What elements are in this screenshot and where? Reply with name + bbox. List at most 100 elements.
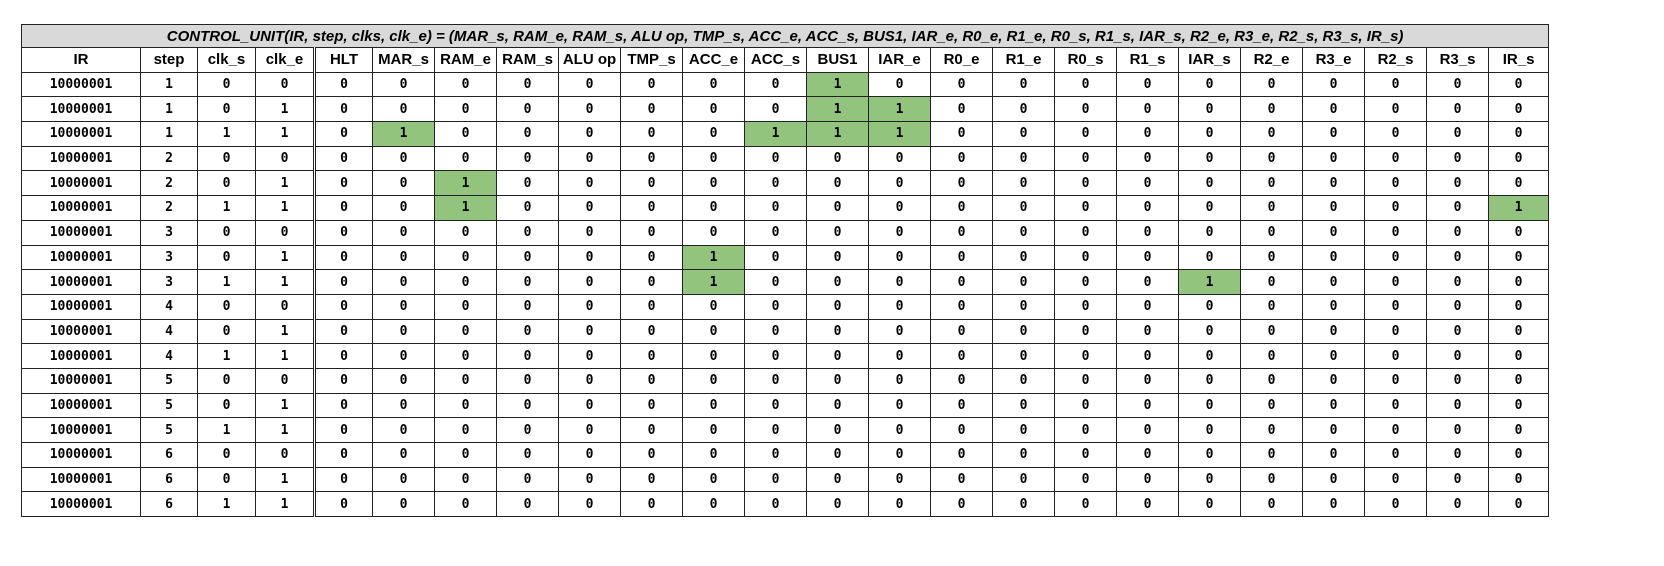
cell-r3-s: 0 <box>1426 318 1489 345</box>
cell-bus1: 0 <box>806 442 869 468</box>
cell-tmp-s: 0 <box>620 491 683 518</box>
cell-r3-e: 0 <box>1302 244 1365 271</box>
cell-r0-e: 0 <box>930 466 993 493</box>
cell-bus1: 0 <box>806 491 869 518</box>
table-row: 10000001 5 0 1 0 0 0 0 0 0 0 0 0 0 0 0 0 0 0 0 0 0 0 0 <box>21 392 1550 419</box>
cell-iar-s: 0 <box>1178 318 1241 345</box>
cell-alu-op: 0 <box>558 367 621 394</box>
cell-ir: 10000001 <box>21 219 141 246</box>
cell-r3-s: 0 <box>1426 96 1489 123</box>
cell-ir: 10000001 <box>21 71 141 98</box>
table-row: 10000001 6 0 0 0 0 0 0 0 0 0 0 0 0 0 0 0 0 0 0 0 0 0 0 <box>21 442 1550 468</box>
cell-acc-e: 0 <box>682 145 745 172</box>
cell-clk-s: 0 <box>197 170 256 197</box>
cell-clk-s: 0 <box>197 96 256 123</box>
cell-acc-e: 0 <box>682 318 745 345</box>
control-unit-table-container: CONTROL_UNIT(IR, step, clks, clk_e) = (M… <box>20 24 1550 518</box>
cell-r1-e: 0 <box>992 244 1055 271</box>
cell-ram-e: 0 <box>434 96 497 123</box>
cell-acc-s: 0 <box>744 417 807 443</box>
cell-iar-e: 0 <box>868 417 931 443</box>
cell-r1-s: 0 <box>1116 392 1179 419</box>
cell-ram-e: 0 <box>434 392 497 419</box>
cell-r2-s: 0 <box>1364 367 1427 394</box>
cell-ir-s: 0 <box>1487 145 1550 172</box>
cell-clk-e: 0 <box>255 293 315 320</box>
cell-acc-e: 0 <box>682 466 745 493</box>
cell-r0-s: 0 <box>1054 318 1117 345</box>
cell-acc-s: 0 <box>744 96 807 123</box>
cell-acc-e: 1 <box>682 244 745 271</box>
cell-acc-s: 0 <box>744 367 807 394</box>
cell-r1-e: 0 <box>992 96 1055 123</box>
cell-acc-e: 0 <box>682 442 745 468</box>
column-header-row: IR step clk_s clk_e HLT MAR_s RAM_e RAM_s ALU op… <box>21 47 1550 73</box>
cell-r1-s: 0 <box>1116 367 1179 394</box>
cell-r2-s: 0 <box>1364 491 1427 518</box>
cell-iar-s: 0 <box>1178 195 1241 221</box>
cell-clk-e: 1 <box>255 318 315 345</box>
cell-iar-e: 1 <box>868 121 931 147</box>
cell-r0-s: 0 <box>1054 442 1117 468</box>
cell-acc-s: 1 <box>744 121 807 147</box>
cell-alu-op: 0 <box>558 491 621 518</box>
cell-bus1: 0 <box>806 392 869 419</box>
cell-mar-s: 0 <box>372 71 435 98</box>
cell-ir-s: 0 <box>1487 244 1550 271</box>
cell-hlt: 0 <box>313 121 373 147</box>
cell-clk-s: 1 <box>197 417 256 443</box>
cell-r0-s: 0 <box>1054 244 1117 271</box>
cell-iar-e: 0 <box>868 269 931 295</box>
cell-r1-e: 0 <box>992 269 1055 295</box>
column-header-r1-e: R1_e <box>992 47 1055 73</box>
cell-ram-s: 0 <box>496 195 559 221</box>
column-header-r0-e: R0_e <box>930 47 993 73</box>
cell-r2-s: 0 <box>1364 244 1427 271</box>
cell-iar-e: 0 <box>868 343 931 369</box>
cell-acc-e: 0 <box>682 343 745 369</box>
column-header-acc-e: ACC_e <box>682 47 745 73</box>
cell-clk-s: 1 <box>197 343 256 369</box>
cell-iar-e: 0 <box>868 219 931 246</box>
cell-ram-s: 0 <box>496 170 559 197</box>
cell-tmp-s: 0 <box>620 293 683 320</box>
cell-r2-e: 0 <box>1240 170 1303 197</box>
cell-acc-s: 0 <box>744 392 807 419</box>
cell-r0-s: 0 <box>1054 71 1117 98</box>
cell-r1-s: 0 <box>1116 269 1179 295</box>
cell-r1-s: 0 <box>1116 71 1179 98</box>
cell-r2-s: 0 <box>1364 170 1427 197</box>
cell-iar-s: 0 <box>1178 343 1241 369</box>
cell-iar-s: 0 <box>1178 392 1241 419</box>
table-row: 10000001 6 1 1 0 0 0 0 0 0 0 0 0 0 0 0 0 0 0 0 0 0 0 0 <box>21 491 1550 518</box>
table-row: 10000001 1 0 0 0 0 0 0 0 0 0 0 1 0 0 0 0 0 0 0 0 0 0 0 <box>21 71 1550 98</box>
cell-r2-e: 0 <box>1240 121 1303 147</box>
cell-ram-e: 0 <box>434 244 497 271</box>
cell-iar-s: 0 <box>1178 145 1241 172</box>
cell-ir-s: 0 <box>1487 293 1550 320</box>
cell-mar-s: 0 <box>372 195 435 221</box>
cell-r2-e: 0 <box>1240 442 1303 468</box>
cell-clk-s: 0 <box>197 442 256 468</box>
cell-r3-e: 0 <box>1302 121 1365 147</box>
cell-ram-s: 0 <box>496 96 559 123</box>
cell-clk-e: 1 <box>255 195 315 221</box>
cell-mar-s: 0 <box>372 219 435 246</box>
cell-r3-s: 0 <box>1426 466 1489 493</box>
cell-ir-s: 0 <box>1487 491 1550 518</box>
cell-clk-e: 1 <box>255 121 315 147</box>
cell-ir: 10000001 <box>21 145 141 172</box>
cell-r0-s: 0 <box>1054 145 1117 172</box>
cell-ir: 10000001 <box>21 466 141 493</box>
cell-step: 2 <box>140 145 198 172</box>
cell-acc-e: 0 <box>682 392 745 419</box>
cell-mar-s: 0 <box>372 343 435 369</box>
cell-iar-e: 0 <box>868 466 931 493</box>
column-header-iar-s: IAR_s <box>1178 47 1241 73</box>
column-header-clk-e: clk_e <box>255 47 315 73</box>
column-header-ir-s: IR_s <box>1487 47 1550 73</box>
cell-iar-e: 0 <box>868 367 931 394</box>
cell-alu-op: 0 <box>558 392 621 419</box>
cell-clk-s: 1 <box>197 491 256 518</box>
cell-bus1: 0 <box>806 367 869 394</box>
